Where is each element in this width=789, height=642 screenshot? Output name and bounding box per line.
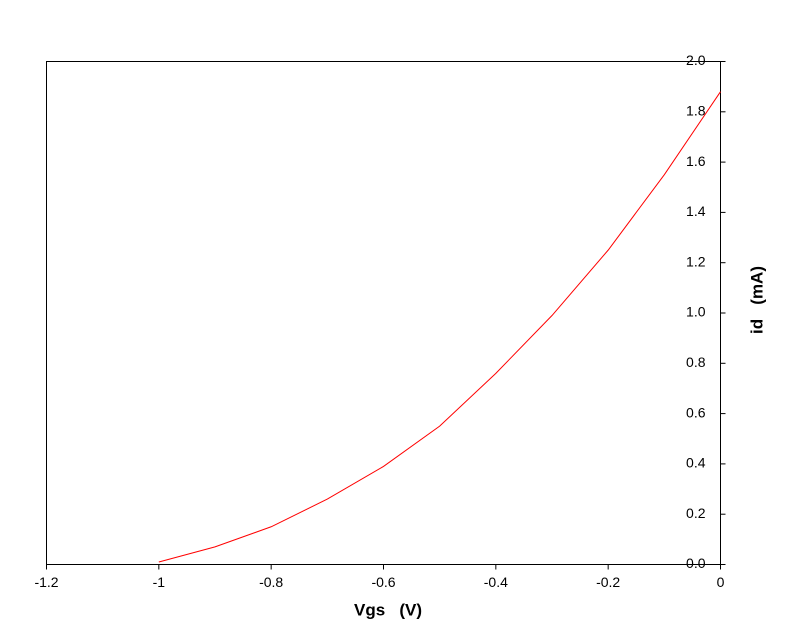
x-tick-label: -0.2 <box>596 574 620 590</box>
y-tick-label: 1.4 <box>686 203 706 219</box>
y-tick-label: 0.6 <box>686 404 706 420</box>
x-tick-label: -1 <box>153 574 166 590</box>
y-tick-label: 2.0 <box>686 52 706 68</box>
y-tick-label: 0.0 <box>686 555 706 571</box>
y-axis-title: id (mA) <box>747 266 766 334</box>
x-tick-label: 0 <box>717 574 725 590</box>
y-tick-label: 1.6 <box>686 153 706 169</box>
plot-frame <box>46 61 721 565</box>
x-axis-title: Vgs (V) <box>354 600 422 619</box>
x-tick-label: -0.4 <box>484 574 508 590</box>
y-tick-label: 1.8 <box>686 103 706 119</box>
x-tick-label: -1.2 <box>34 574 58 590</box>
y-tick-label: 0.2 <box>686 505 706 521</box>
y-tick-label: 0.8 <box>686 354 706 370</box>
y-tick-label: 0.4 <box>686 455 706 471</box>
y-tick-label: 1.2 <box>686 253 706 269</box>
x-tick-label: -0.6 <box>371 574 395 590</box>
y-tick-label: 1.0 <box>686 304 706 320</box>
x-tick-label: -0.8 <box>259 574 283 590</box>
data-line <box>158 91 721 563</box>
